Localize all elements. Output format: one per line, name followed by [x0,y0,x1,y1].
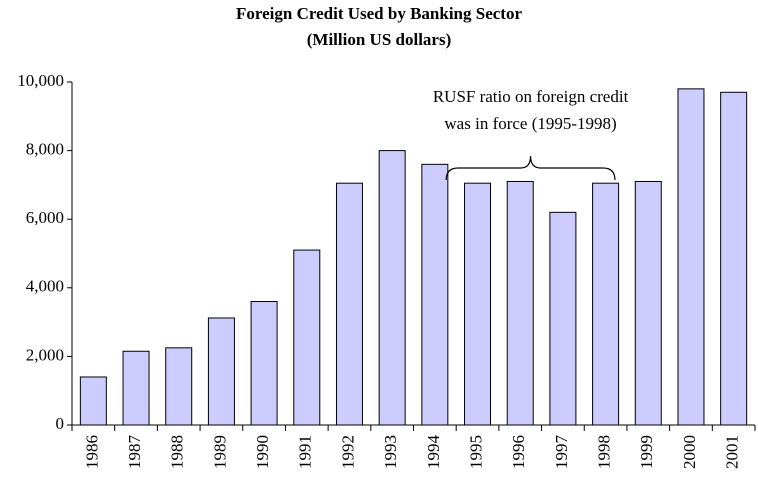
bar [720,91,748,426]
x-tick-label: 1990 [253,435,272,469]
y-tick-label: 2,000 [26,345,64,364]
x-tick-label: 1991 [296,435,315,469]
y-tick-label: 4,000 [26,277,64,296]
y-tick-label: 0 [56,414,65,433]
annotation: was in force (1995-1998) [444,114,616,133]
bar [549,211,577,426]
bar [634,180,662,426]
x-tick-label: 1988 [168,435,187,469]
x-tick-label: 1993 [381,435,400,469]
bar [207,317,235,426]
x-tick-label: 1997 [552,435,571,470]
annotation: RUSF ratio on foreign credit [433,87,629,106]
bar [165,347,193,426]
bar [421,163,449,426]
bar [335,182,363,426]
bar [506,180,534,426]
x-tick-label: 1998 [595,435,614,469]
annotation-bracket [445,155,616,181]
bar [378,150,406,426]
x-tick-label: 1986 [82,435,101,469]
x-tick-label: 1989 [210,435,229,469]
x-tick-label: 2000 [680,435,699,469]
bar [293,249,321,426]
bar [464,182,492,426]
x-tick-label: 2001 [723,435,742,469]
bar [592,182,620,426]
x-tick-label: 1987 [125,435,144,470]
chart-subtitle: (Million US dollars) [307,30,452,49]
bar [250,301,278,426]
y-tick-label: 8,000 [26,140,64,159]
chart-title: Foreign Credit Used by Banking Sector [236,4,522,23]
x-tick-label: 1996 [509,435,528,469]
y-tick-label: 6,000 [26,208,64,227]
x-tick-label: 1992 [338,435,357,469]
x-tick-label: 1999 [637,435,656,469]
bar [79,376,107,426]
bar [677,88,705,426]
x-tick-label: 1994 [424,435,443,470]
y-tick-label: 10,000 [17,71,64,90]
x-tick-label: 1995 [466,435,485,469]
bar [122,350,150,426]
